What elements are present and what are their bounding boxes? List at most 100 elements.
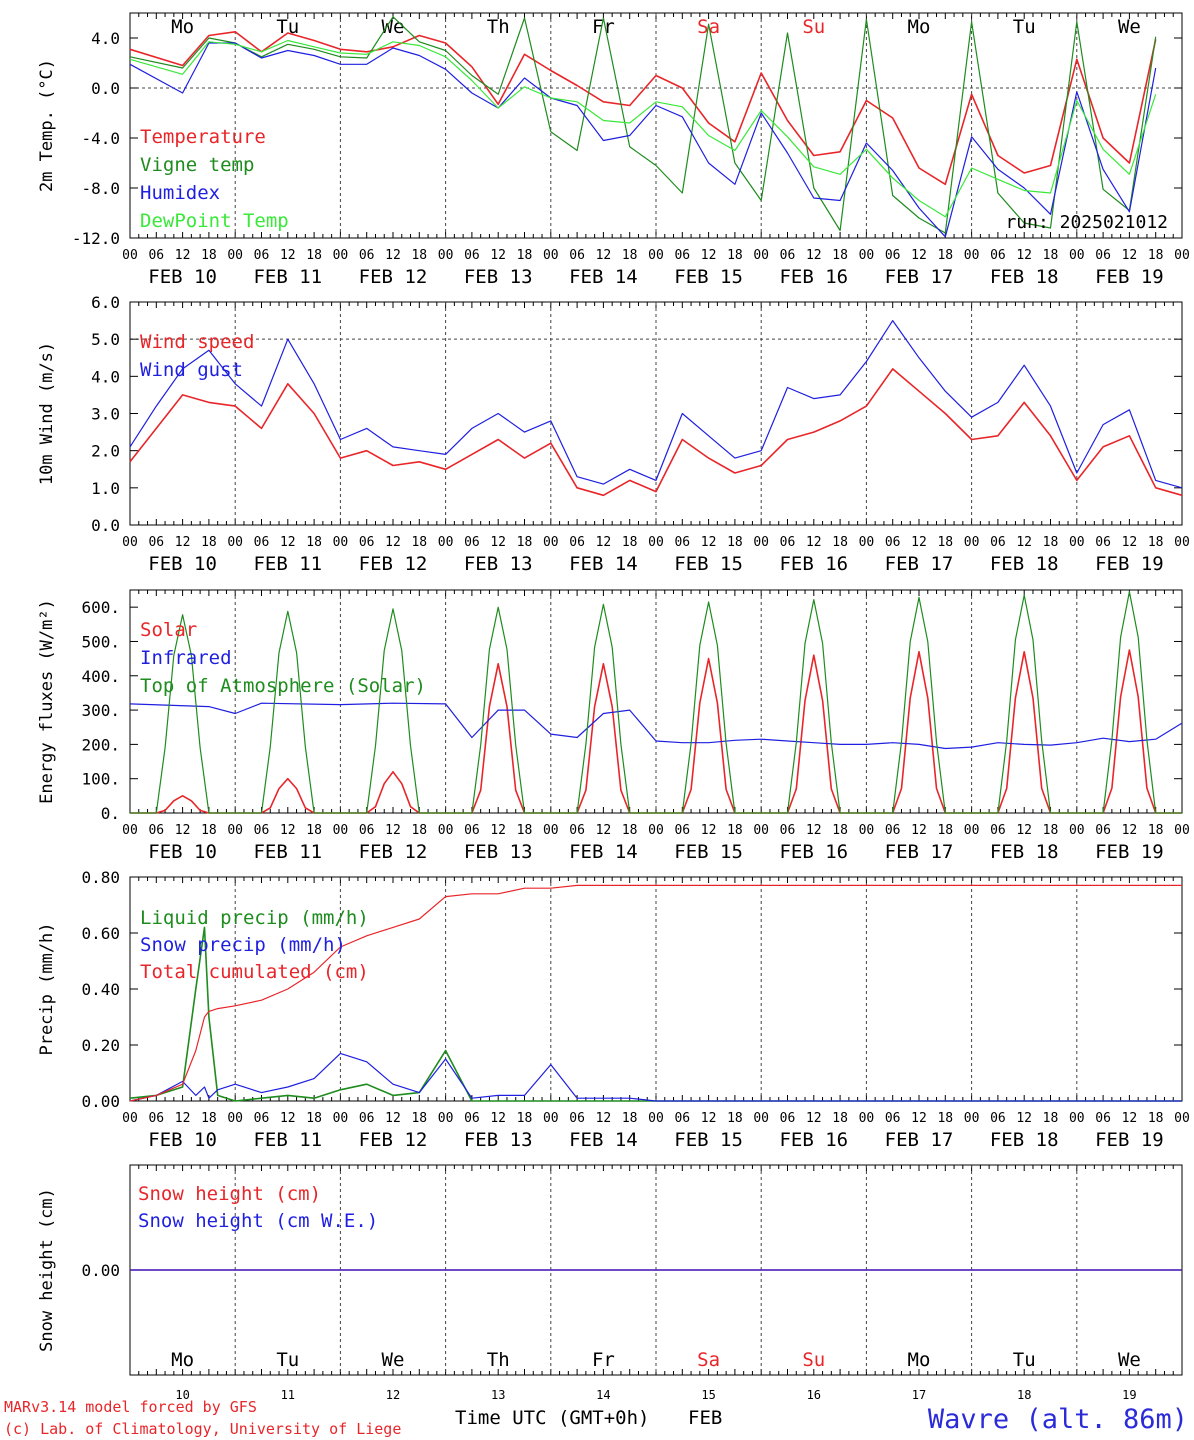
hour-tick-label: 18 bbox=[201, 823, 217, 838]
date-month: FEB bbox=[674, 1129, 708, 1151]
hour-tick-label: 00 bbox=[543, 535, 559, 550]
series-line-4 bbox=[129, 39, 1157, 218]
date-month: FEB bbox=[253, 841, 287, 863]
hour-tick-label: 12 bbox=[280, 535, 296, 550]
hour-tick-label: 12 bbox=[1016, 1111, 1032, 1126]
hour-tick-label: 18 bbox=[832, 535, 848, 550]
date-label: FEB 12 bbox=[359, 841, 428, 863]
y-tick-label: 1.0 bbox=[91, 479, 120, 498]
date-month: FEB bbox=[674, 553, 708, 575]
date-label: FEB 11 bbox=[253, 266, 322, 288]
hour-tick-label: 12 bbox=[490, 1111, 506, 1126]
date-label: FEB 17 bbox=[885, 841, 954, 863]
hour-tick-label: 18 bbox=[937, 248, 953, 263]
series-line-2 bbox=[129, 702, 1183, 750]
weekday-label: We bbox=[382, 1349, 405, 1371]
hour-tick-label: 18 bbox=[622, 823, 638, 838]
hour-tick-label: 06 bbox=[569, 1111, 585, 1126]
legend-entry: Total cumulated (cm) bbox=[140, 961, 369, 983]
date-day: 19 bbox=[1129, 1129, 1163, 1151]
date-day: 16 bbox=[814, 266, 848, 288]
hour-tick-label: 00 bbox=[1174, 823, 1190, 838]
hour-tick-label: 06 bbox=[990, 535, 1006, 550]
date-day: 14 bbox=[603, 841, 637, 863]
series-line-2 bbox=[129, 320, 1183, 489]
hour-tick-label: 06 bbox=[885, 1111, 901, 1126]
date-label: FEB 12 bbox=[359, 1129, 428, 1151]
hour-tick-label: 00 bbox=[648, 1111, 664, 1126]
date-month: FEB bbox=[674, 841, 708, 863]
date-day: 13 bbox=[498, 266, 532, 288]
y-tick-label: 3.0 bbox=[91, 405, 120, 424]
hour-tick-label: 18 bbox=[832, 1111, 848, 1126]
date-month: FEB bbox=[253, 1129, 287, 1151]
hour-tick-label: 00 bbox=[543, 823, 559, 838]
date-label: FEB 14 bbox=[569, 553, 638, 575]
hour-tick-label: 06 bbox=[1095, 248, 1111, 263]
date-label: FEB 18 bbox=[990, 553, 1059, 575]
x-axis-label: Time UTC (GMT+0h) bbox=[455, 1407, 649, 1429]
legend-entry: Infrared bbox=[140, 647, 232, 669]
hour-tick-label: 18 bbox=[832, 823, 848, 838]
hour-tick-label: 18 bbox=[937, 823, 953, 838]
date-label: FEB 17 bbox=[885, 266, 954, 288]
date-day: 16 bbox=[814, 553, 848, 575]
legend-entry: Snow height (cm) bbox=[138, 1183, 321, 1205]
weekday-label: Su bbox=[802, 16, 825, 38]
hour-tick-label: 18 bbox=[622, 1111, 638, 1126]
date-day: 16 bbox=[814, 1129, 848, 1151]
date-month: FEB bbox=[569, 1129, 603, 1151]
date-day: 17 bbox=[919, 1129, 953, 1151]
date-month: FEB bbox=[359, 266, 393, 288]
hour-tick-label: 06 bbox=[780, 1111, 796, 1126]
date-day: 14 bbox=[603, 266, 637, 288]
hour-tick-label: 00 bbox=[543, 248, 559, 263]
date-month: FEB bbox=[464, 266, 498, 288]
y-tick-label: 4.0 bbox=[91, 367, 120, 386]
hour-tick-label: 00 bbox=[753, 823, 769, 838]
date-month: FEB bbox=[885, 266, 919, 288]
date-month: FEB bbox=[148, 1129, 182, 1151]
hour-tick-label: 12 bbox=[1016, 248, 1032, 263]
hour-tick-label: 06 bbox=[464, 535, 480, 550]
weekday-label: Tu bbox=[1013, 16, 1036, 38]
date-month: FEB bbox=[885, 1129, 919, 1151]
date-month: FEB bbox=[359, 841, 393, 863]
y-tick-label: 0.20 bbox=[81, 1036, 120, 1055]
hour-tick-label: 12 bbox=[911, 535, 927, 550]
hour-tick-label: 00 bbox=[859, 535, 875, 550]
hour-tick-label: 00 bbox=[964, 1111, 980, 1126]
series-line-2 bbox=[129, 1052, 1182, 1102]
day-number: 17 bbox=[912, 1388, 926, 1402]
date-month: FEB bbox=[253, 266, 287, 288]
hour-tick-label: 06 bbox=[990, 1111, 1006, 1126]
date-label: FEB 15 bbox=[674, 553, 743, 575]
date-label: FEB 19 bbox=[1095, 553, 1164, 575]
date-label: FEB 14 bbox=[569, 266, 638, 288]
y-tick-label: 6.0 bbox=[91, 293, 120, 312]
hour-tick-label: 06 bbox=[464, 1111, 480, 1126]
hour-tick-label: 18 bbox=[306, 248, 322, 263]
series-line-1 bbox=[129, 30, 1157, 186]
hour-tick-label: 18 bbox=[1043, 1111, 1059, 1126]
hour-tick-label: 06 bbox=[148, 535, 164, 550]
hour-tick-label: 00 bbox=[438, 535, 454, 550]
hour-tick-label: 12 bbox=[1122, 823, 1138, 838]
hour-tick-label: 12 bbox=[806, 248, 822, 263]
panel-2: 0.0 1.0 2.0 3.0 4.0 5.0 6.0 10m Wind (m/s) 00 06 1… bbox=[37, 293, 1190, 575]
day-number: 11 bbox=[281, 1388, 295, 1402]
hour-tick-label: 06 bbox=[359, 823, 375, 838]
hour-tick-label: 00 bbox=[859, 1111, 875, 1126]
weekday-label: Mo bbox=[908, 16, 931, 38]
legend-entry: Solar bbox=[140, 619, 197, 641]
hour-tick-label: 00 bbox=[227, 1111, 243, 1126]
hour-tick-label: 06 bbox=[990, 248, 1006, 263]
panel-1: -12.0 -8.0 -4.0 0.0 4.0 2m Temp. (°C) 00 06 12 18… bbox=[37, 12, 1190, 288]
legend-entry: DewPoint Temp bbox=[140, 210, 289, 232]
date-day: 17 bbox=[919, 553, 953, 575]
panel-4: 0.00 0.20 0.40 0.60 0.80 Precip (mm/h) 00 06 12 1… bbox=[37, 868, 1190, 1151]
date-label: FEB 11 bbox=[253, 1129, 322, 1151]
y-tick-label: 0.40 bbox=[81, 980, 120, 999]
hour-tick-label: 06 bbox=[254, 535, 270, 550]
